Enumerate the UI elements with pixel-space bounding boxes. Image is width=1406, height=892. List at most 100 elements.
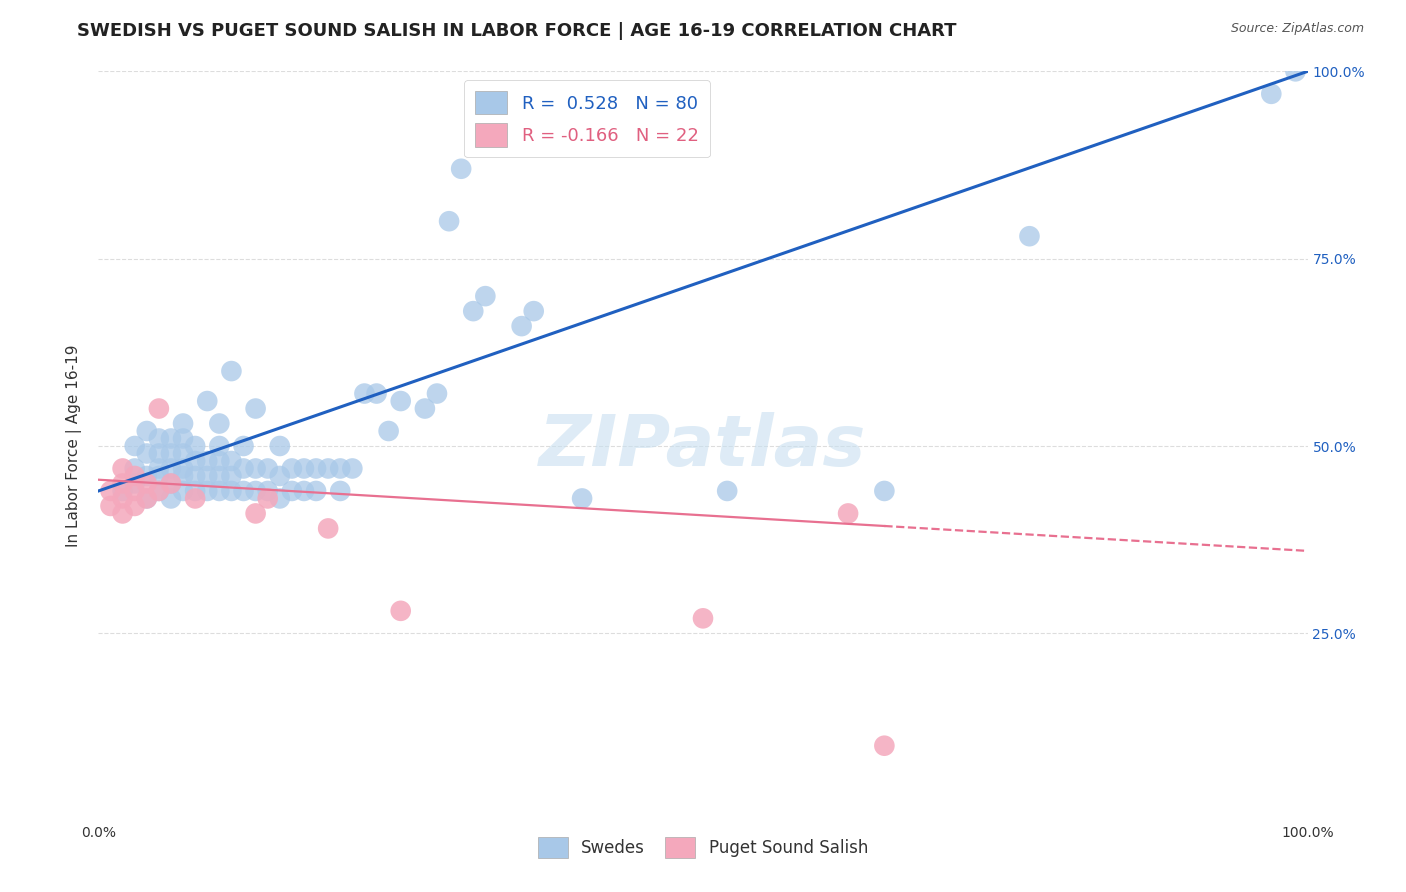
- Point: [256, 461, 278, 475]
- Point: [316, 461, 339, 475]
- Point: [195, 454, 218, 468]
- Point: [148, 469, 170, 483]
- Point: [124, 439, 146, 453]
- Point: [256, 491, 278, 506]
- Point: [195, 483, 218, 498]
- Point: [1018, 229, 1040, 244]
- Point: [160, 432, 183, 446]
- Point: [100, 483, 122, 498]
- Point: [208, 417, 231, 431]
- Point: [111, 476, 134, 491]
- Point: [474, 289, 496, 303]
- Point: [692, 611, 714, 625]
- Point: [510, 319, 533, 334]
- Point: [292, 461, 315, 475]
- Point: [195, 394, 218, 409]
- Point: [195, 469, 218, 483]
- Point: [245, 461, 267, 475]
- Point: [148, 483, 170, 498]
- Point: [208, 454, 231, 468]
- Point: [111, 483, 134, 498]
- Point: [124, 499, 146, 513]
- Point: [111, 507, 134, 521]
- Point: [305, 483, 328, 498]
- Point: [135, 491, 157, 506]
- Point: [135, 469, 157, 483]
- Point: [172, 446, 194, 460]
- Point: [523, 304, 546, 318]
- Point: [160, 491, 183, 506]
- Point: [1260, 87, 1282, 101]
- Point: [450, 161, 472, 176]
- Point: [837, 507, 859, 521]
- Point: [184, 491, 207, 506]
- Point: [135, 446, 157, 460]
- Point: [413, 401, 436, 416]
- Point: [124, 483, 146, 498]
- Text: ZIPatlas: ZIPatlas: [540, 411, 866, 481]
- Point: [329, 483, 352, 498]
- Point: [208, 439, 231, 453]
- Point: [366, 386, 388, 401]
- Point: [148, 401, 170, 416]
- Point: [184, 483, 207, 498]
- Point: [148, 432, 170, 446]
- Point: [221, 483, 243, 498]
- Point: [353, 386, 375, 401]
- Point: [716, 483, 738, 498]
- Point: [148, 461, 170, 475]
- Point: [389, 604, 412, 618]
- Point: [873, 483, 896, 498]
- Point: [377, 424, 399, 438]
- Point: [184, 439, 207, 453]
- Point: [184, 469, 207, 483]
- Point: [316, 521, 339, 535]
- Point: [184, 454, 207, 468]
- Point: [245, 483, 267, 498]
- Point: [571, 491, 593, 506]
- Point: [160, 476, 183, 491]
- Point: [342, 461, 364, 475]
- Point: [135, 424, 157, 438]
- Point: [111, 461, 134, 475]
- Point: [269, 491, 291, 506]
- Point: [281, 483, 304, 498]
- Point: [221, 364, 243, 378]
- Text: SWEDISH VS PUGET SOUND SALISH IN LABOR FORCE | AGE 16-19 CORRELATION CHART: SWEDISH VS PUGET SOUND SALISH IN LABOR F…: [77, 22, 957, 40]
- Point: [148, 483, 170, 498]
- Point: [148, 446, 170, 460]
- Point: [160, 476, 183, 491]
- Point: [232, 439, 254, 453]
- Point: [292, 483, 315, 498]
- Point: [124, 469, 146, 483]
- Point: [172, 432, 194, 446]
- Point: [111, 491, 134, 506]
- Point: [245, 507, 267, 521]
- Point: [389, 394, 412, 409]
- Point: [437, 214, 460, 228]
- Point: [463, 304, 485, 318]
- Legend: Swedes, Puget Sound Salish: Swedes, Puget Sound Salish: [531, 830, 875, 864]
- Point: [160, 446, 183, 460]
- Y-axis label: In Labor Force | Age 16-19: In Labor Force | Age 16-19: [66, 344, 83, 548]
- Point: [172, 483, 194, 498]
- Point: [245, 401, 267, 416]
- Point: [172, 469, 194, 483]
- Point: [1284, 64, 1306, 78]
- Point: [172, 417, 194, 431]
- Point: [329, 461, 352, 475]
- Point: [100, 499, 122, 513]
- Point: [135, 476, 157, 491]
- Point: [269, 469, 291, 483]
- Point: [873, 739, 896, 753]
- Point: [232, 483, 254, 498]
- Point: [256, 483, 278, 498]
- Point: [124, 461, 146, 475]
- Point: [426, 386, 449, 401]
- Point: [281, 461, 304, 475]
- Point: [135, 491, 157, 506]
- Point: [221, 469, 243, 483]
- Point: [172, 461, 194, 475]
- Point: [305, 461, 328, 475]
- Point: [269, 439, 291, 453]
